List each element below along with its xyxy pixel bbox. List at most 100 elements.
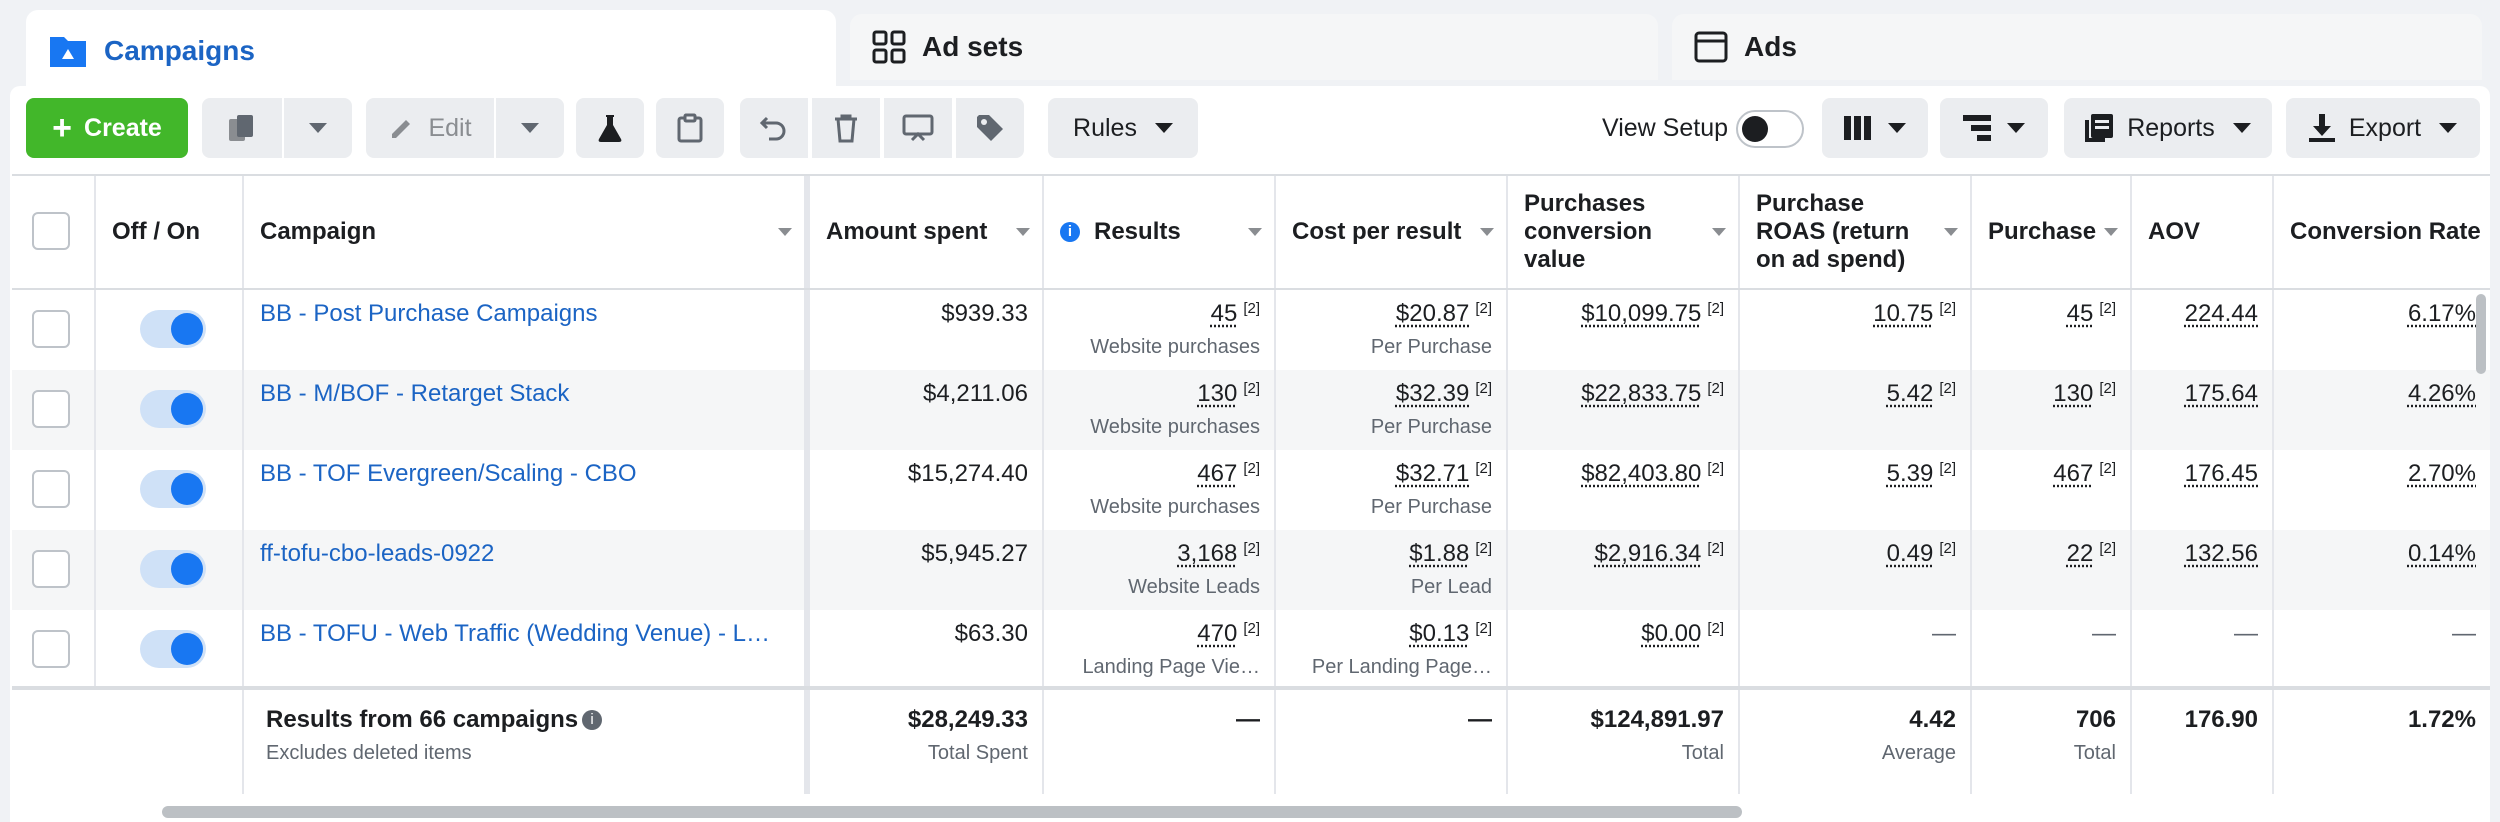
row-checkbox[interactable] (32, 390, 70, 428)
footnote-mark: [2] (2099, 300, 2116, 317)
tab-adsets[interactable]: Ad sets (850, 14, 1658, 80)
clipboard-button[interactable] (656, 98, 724, 158)
horizontal-scrollbar[interactable] (162, 806, 1742, 818)
summary-roas: 4.42 Average (1740, 690, 1972, 794)
cell-value[interactable]: 224.44 (2184, 300, 2258, 327)
header-campaign[interactable]: Campaign (244, 176, 810, 288)
cell-value[interactable]: 3,168 (1177, 540, 1238, 567)
select-all-checkbox[interactable] (32, 212, 70, 250)
cell-value[interactable]: 470 (1197, 620, 1238, 647)
reports-button[interactable]: Reports (2064, 98, 2272, 158)
cell-value[interactable]: 176.45 (2184, 460, 2258, 487)
value-wrap: 3,168 [2] (1177, 540, 1260, 568)
duplicate-icon (229, 115, 253, 141)
table-row[interactable]: ff-tofu-cbo-leads-0922 $5,945.27 3,168 [2] W… (12, 530, 2490, 610)
cell-value[interactable]: 45 (1210, 300, 1238, 327)
campaign-status-toggle[interactable] (140, 310, 206, 348)
row-checkbox[interactable] (32, 310, 70, 348)
cell-value[interactable]: 4.26% (2407, 380, 2476, 407)
row-results-cell: 3,168 [2] Website Leads (1044, 530, 1276, 610)
rules-button[interactable]: Rules (1048, 98, 1198, 158)
cell-value[interactable]: 0.49 (1886, 540, 1934, 567)
cell-value[interactable]: 130 (1197, 380, 1238, 407)
edit-dropdown-button[interactable] (496, 98, 564, 158)
cell-value[interactable]: 132.56 (2184, 540, 2258, 567)
duplicate-button[interactable] (202, 98, 282, 158)
cell-value[interactable]: $10,099.75 (1581, 300, 1702, 327)
breakdown-button[interactable] (1940, 98, 2048, 158)
header-onoff[interactable]: Off / On (96, 176, 244, 288)
cell-value[interactable]: 467 (2053, 460, 2094, 487)
cell-value[interactable]: 0.14% (2407, 540, 2476, 567)
cell-value[interactable]: 467 (1197, 460, 1238, 487)
table-row[interactable]: BB - TOFU - Web Traffic (Wedding Venue) … (12, 610, 2490, 690)
campaign-name-link[interactable]: BB - M/BOF - Retarget Stack (260, 380, 570, 407)
tab-ads[interactable]: Ads (1672, 14, 2482, 80)
cell-value[interactable]: 45 (2066, 300, 2094, 327)
cell-value[interactable]: $1.88 (1409, 540, 1470, 567)
campaign-status-toggle[interactable] (140, 630, 206, 668)
header-cost-per-result[interactable]: Cost per result (1276, 176, 1508, 288)
cell-value[interactable]: 130 (2053, 380, 2094, 407)
campaign-status-toggle[interactable] (140, 470, 206, 508)
header-purchases[interactable]: Purchase (1972, 176, 2132, 288)
header-aov[interactable]: AOV (2132, 176, 2274, 288)
summary-pcv-value: $124,891.97 (1590, 706, 1724, 733)
cell-value[interactable]: $22,833.75 (1581, 380, 1702, 407)
row-checkbox[interactable] (32, 630, 70, 668)
tab-campaigns[interactable]: Campaigns (26, 10, 836, 92)
campaign-name-link[interactable]: BB - Post Purchase Campaigns (260, 300, 598, 327)
tag-button[interactable] (956, 98, 1024, 158)
create-button[interactable]: + Create (26, 98, 188, 158)
edit-button[interactable]: Edit (366, 98, 494, 158)
campaign-name-link[interactable]: BB - TOFU - Web Traffic (Wedding Venue) … (260, 620, 780, 647)
view-setup-toggle[interactable] (1736, 110, 1804, 148)
value-wrap: 2.70% (2408, 460, 2476, 488)
cell-subtext: Website purchases (1090, 496, 1260, 518)
columns-button[interactable] (1822, 98, 1928, 158)
cell-value[interactable]: 2.70% (2407, 460, 2476, 487)
cell-value[interactable]: $82,403.80 (1581, 460, 1702, 487)
header-amount-spent[interactable]: Amount spent (810, 176, 1044, 288)
campaign-name-link[interactable]: BB - TOF Evergreen/Scaling - CBO (260, 460, 637, 487)
summary-row: Results from 66 campaigns i Excludes del… (12, 686, 2490, 794)
preview-button[interactable] (884, 98, 952, 158)
info-icon[interactable]: i (582, 710, 602, 730)
campaign-name-link[interactable]: ff-tofu-cbo-leads-0922 (260, 540, 495, 567)
undo-button[interactable] (740, 98, 808, 158)
campaign-status-toggle[interactable] (140, 390, 206, 428)
summary-cpr: — (1276, 690, 1508, 794)
row-toggle-cell (96, 610, 244, 690)
cell-value[interactable]: $2,916.34 (1594, 540, 1702, 567)
vertical-scrollbar[interactable] (2476, 294, 2486, 374)
cell-value[interactable]: 5.39 (1886, 460, 1934, 487)
cell-value[interactable]: 175.64 (2184, 380, 2258, 407)
cell-value[interactable]: $0.13 (1409, 620, 1470, 647)
cell-value[interactable]: $32.39 (1395, 380, 1470, 407)
header-results[interactable]: i Results (1044, 176, 1276, 288)
cell-value[interactable]: $20.87 (1395, 300, 1470, 327)
table-row[interactable]: BB - TOF Evergreen/Scaling - CBO $15,274.… (12, 450, 2490, 530)
header-roas[interactable]: Purchase ROAS (return on ad spend) (1740, 176, 1972, 288)
row-cpr-cell: $1.88 [2] Per Lead (1276, 530, 1508, 610)
ab-test-button[interactable] (576, 98, 644, 158)
table-row[interactable]: BB - Post Purchase Campaigns $939.33 45 [2]… (12, 290, 2490, 370)
row-checkbox[interactable] (32, 550, 70, 588)
cell-value[interactable]: 10.75 (1873, 300, 1934, 327)
export-button[interactable]: Export (2286, 98, 2480, 158)
delete-button[interactable] (812, 98, 880, 158)
summary-amount-sub: Total Spent (927, 742, 1028, 764)
cell-value[interactable]: 6.17% (2407, 300, 2476, 327)
header-purchases-value[interactable]: Purchases conversion value (1508, 176, 1740, 288)
duplicate-dropdown-button[interactable] (284, 98, 352, 158)
table-row[interactable]: BB - M/BOF - Retarget Stack $4,211.06 130 [… (12, 370, 2490, 450)
cell-value[interactable]: $0.00 (1641, 620, 1702, 647)
cell-value[interactable]: 22 (2066, 540, 2094, 567)
cell-value[interactable]: 5.42 (1886, 380, 1934, 407)
cell-value[interactable]: $32.71 (1395, 460, 1470, 487)
info-icon[interactable]: i (1060, 222, 1080, 242)
summary-aov: 176.90 (2132, 690, 2274, 794)
campaign-status-toggle[interactable] (140, 550, 206, 588)
row-checkbox[interactable] (32, 470, 70, 508)
header-conversion-rate[interactable]: Conversion Rate (2274, 176, 2490, 288)
